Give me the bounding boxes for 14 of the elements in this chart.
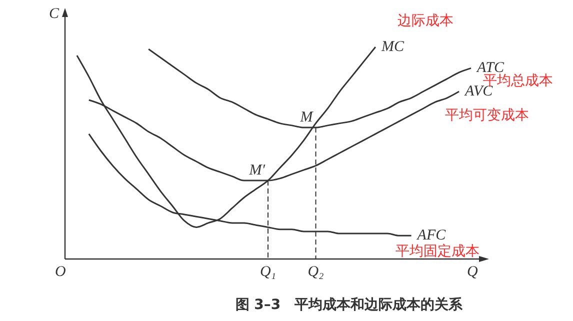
annotation: 平均可变成本 (445, 108, 530, 124)
series-label: AFC (416, 228, 447, 244)
series-label: AVC (464, 84, 494, 100)
annotation: M (299, 110, 314, 126)
annotation: M′ (248, 162, 266, 179)
x-tick-label: Q₂ (308, 264, 324, 280)
text: O (55, 264, 66, 280)
y-axis-title: C (49, 6, 60, 22)
series-label: MC (380, 39, 405, 55)
text: 边际成本 (397, 13, 454, 29)
text: 图 3–3 平均成本和边际成本的关系 (235, 296, 464, 313)
x-axis-title: Q (467, 264, 478, 280)
annotation: 平均固定成本 (395, 244, 480, 260)
x-tick-label: Q₁ (260, 264, 276, 280)
